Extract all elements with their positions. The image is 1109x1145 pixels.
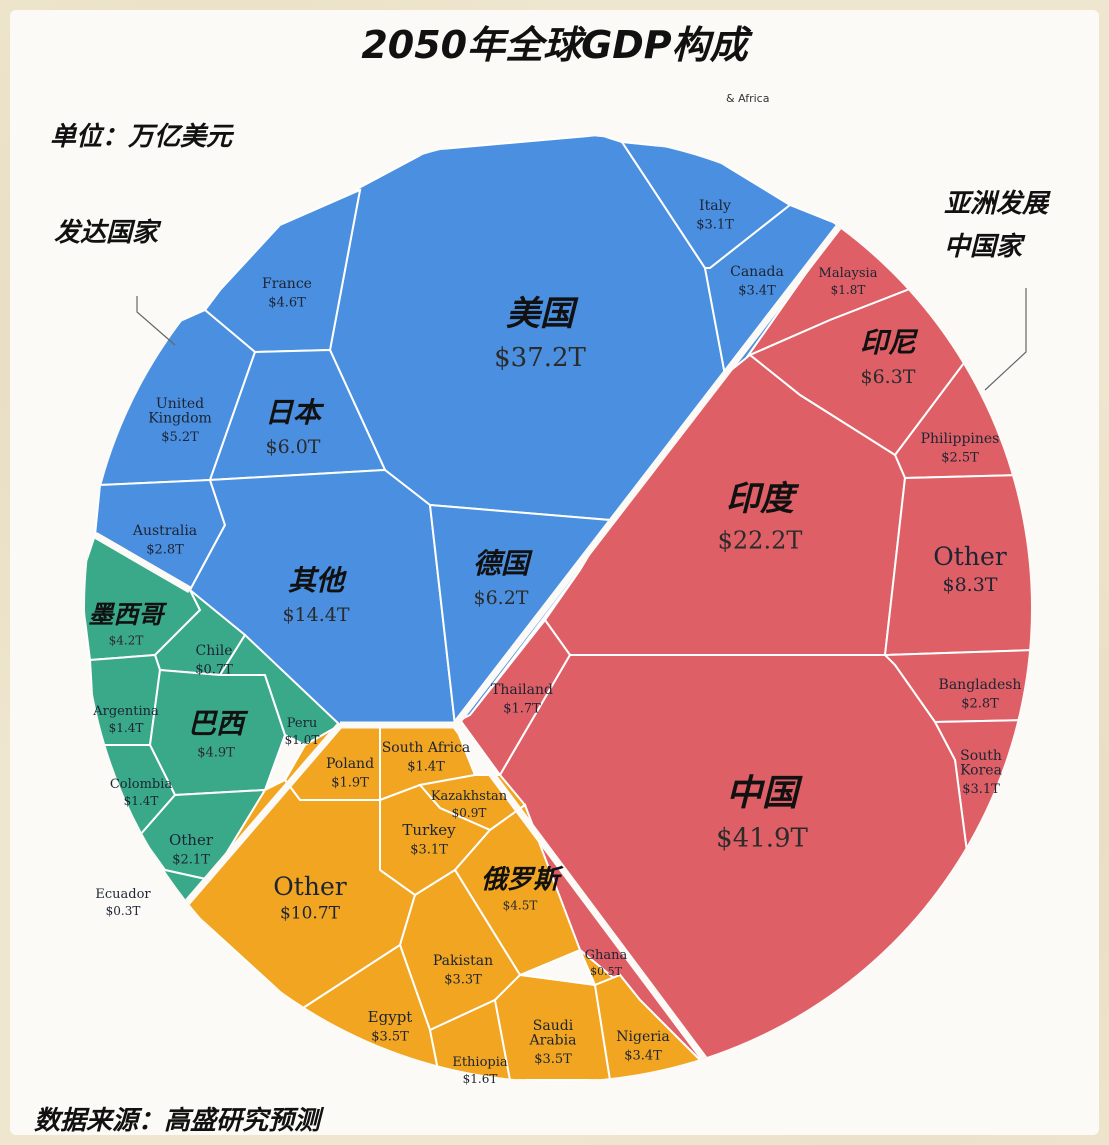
label-name-emea-俄罗斯: 俄罗斯: [481, 865, 564, 895]
label-name-asia-bangladesh: Bangladesh: [939, 677, 1022, 693]
label-name-emea-south-africa: South Africa: [382, 740, 471, 756]
label-name-asia-中国: 中国: [726, 773, 803, 814]
label-name-emea-turkey: Turkey: [402, 821, 456, 839]
label-name-developed-united-kingdom: Kingdom: [148, 411, 212, 427]
asia-group-label-line2: 中国家: [944, 232, 1023, 262]
label-name-developed-canada: Canada: [730, 264, 784, 280]
label-name-developed-italy: Italy: [699, 198, 731, 214]
label-value-asia-印度: $22.2T: [718, 527, 803, 555]
label-value-emea-nigeria: $3.4T: [624, 1048, 662, 1063]
label-value-asia-philippines: $2.5T: [941, 450, 979, 465]
label-value-developed-德国: $6.2T: [474, 587, 529, 609]
asia-group-label-line1: 亚洲发展: [944, 189, 1049, 219]
label-name-emea-saudi-arabia: Arabia: [529, 1033, 577, 1049]
label-name-developed-美国: 美国: [506, 294, 579, 334]
source-note: 数据来源：高盛研究预测: [34, 1106, 321, 1136]
label-name-latam-ecuador: Ecuador: [95, 887, 151, 902]
label-value-emea-turkey: $3.1T: [410, 842, 448, 857]
label-value-emea-ghana: $0.5T: [590, 965, 622, 978]
label-value-latam-peru: $1.0T: [285, 733, 320, 747]
label-value-asia-印尼: $6.3T: [861, 366, 916, 388]
cell-emea-nigeria: [593, 973, 723, 1081]
stray-region-label: & Africa: [726, 92, 770, 105]
label-name-emea-poland: Poland: [326, 756, 374, 772]
label-name-asia-south-korea: South: [960, 748, 1002, 764]
label-value-emea-俄罗斯: $4.5T: [503, 899, 538, 913]
label-name-developed-日本: 日本: [265, 396, 325, 429]
group-separator: [452, 722, 723, 1081]
cell-developed-德国: [428, 503, 612, 727]
label-value-developed-france: $4.6T: [268, 295, 306, 310]
label-value-asia-malaysia: $1.8T: [831, 283, 866, 297]
label-name-latam-chile: Chile: [196, 643, 233, 659]
label-value-emea-pakistan: $3.3T: [444, 972, 482, 987]
label-value-asia-south-korea: $3.1T: [962, 782, 1000, 797]
label-value-latam-argentina: $1.4T: [109, 721, 144, 735]
label-name-emea-egypt: Egypt: [368, 1008, 413, 1026]
label-name-asia-other: Other: [933, 542, 1006, 571]
group-separator: [182, 722, 343, 908]
label-name-asia-south-korea: Korea: [960, 763, 1002, 779]
label-name-developed-德国: 德国: [473, 547, 533, 580]
label-name-latam-巴西: 巴西: [188, 707, 249, 740]
label-name-asia-malaysia: Malaysia: [819, 266, 878, 281]
label-name-emea-ghana: Ghana: [585, 948, 628, 963]
leader-line: [984, 288, 1027, 391]
label-name-emea-kazakhstan: Kazakhstan: [431, 789, 508, 804]
chart-title: 2050年全球GDP构成: [361, 23, 748, 67]
label-value-emea-saudi-arabia: $3.5T: [534, 1052, 572, 1067]
label-value-asia-中国: $41.9T: [716, 824, 808, 854]
label-value-latam-ecuador: $0.3T: [106, 904, 141, 918]
label-value-emea-egypt: $3.5T: [371, 1029, 409, 1044]
label-value-developed-italy: $3.1T: [696, 217, 734, 232]
cell-asia-thailand: [458, 618, 572, 777]
label-value-asia-thailand: $1.7T: [503, 701, 541, 716]
label-value-developed-美国: $37.2T: [494, 343, 586, 373]
label-name-asia-thailand: Thailand: [491, 682, 553, 698]
group-separator: [452, 222, 843, 728]
label-value-asia-other: $8.3T: [943, 574, 998, 596]
unit-note: 单位：万亿美元: [50, 122, 233, 152]
label-name-developed-australia: Australia: [132, 523, 197, 539]
label-name-emea-nigeria: Nigeria: [616, 1029, 670, 1045]
label-value-developed-united-kingdom: $5.2T: [161, 430, 199, 445]
label-name-developed-france: France: [262, 276, 312, 292]
label-name-emea-pakistan: Pakistan: [433, 953, 493, 969]
label-value-emea-other: $10.7T: [280, 903, 341, 923]
leader-line: [136, 296, 176, 346]
label-name-asia-印尼: 印尼: [860, 326, 919, 359]
label-name-latam-other: Other: [169, 831, 214, 849]
label-value-emea-poland: $1.9T: [331, 775, 369, 790]
label-name-emea-saudi-arabia: Saudi: [533, 1018, 574, 1034]
label-value-latam-巴西: $4.9T: [197, 745, 235, 760]
label-value-developed-canada: $3.4T: [738, 283, 776, 298]
label-name-latam-argentina: Argentina: [92, 704, 159, 719]
label-name-asia-philippines: Philippines: [921, 431, 1000, 447]
label-value-latam-other: $2.1T: [172, 852, 210, 867]
developed-group-label: 发达国家: [54, 218, 159, 248]
label-name-latam-colombia: Colombia: [110, 777, 173, 792]
label-name-latam-peru: Peru: [287, 716, 317, 731]
label-name-asia-印度: 印度: [726, 479, 800, 519]
label-name-latam-墨西哥: 墨西哥: [88, 600, 167, 629]
group-separator: [93, 531, 192, 594]
label-name-emea-other: Other: [273, 872, 346, 901]
label-value-emea-ethiopia: $1.6T: [463, 1072, 498, 1086]
label-value-asia-bangladesh: $2.8T: [961, 696, 999, 711]
label-name-developed-united-kingdom: United: [156, 396, 204, 412]
label-value-emea-south-africa: $1.4T: [407, 759, 445, 774]
label-value-developed-其他: $14.4T: [282, 604, 349, 626]
label-value-developed-australia: $2.8T: [146, 542, 184, 557]
label-value-emea-kazakhstan: $0.9T: [452, 806, 487, 820]
label-value-latam-chile: $0.7T: [195, 662, 233, 677]
label-name-emea-ethiopia: Ethiopia: [452, 1055, 508, 1070]
label-value-latam-墨西哥: $4.2T: [109, 633, 144, 647]
label-value-latam-colombia: $1.4T: [124, 794, 159, 808]
label-name-developed-其他: 其他: [288, 564, 348, 597]
label-value-developed-日本: $6.0T: [266, 436, 321, 458]
cell-asia-other: [883, 473, 1031, 657]
